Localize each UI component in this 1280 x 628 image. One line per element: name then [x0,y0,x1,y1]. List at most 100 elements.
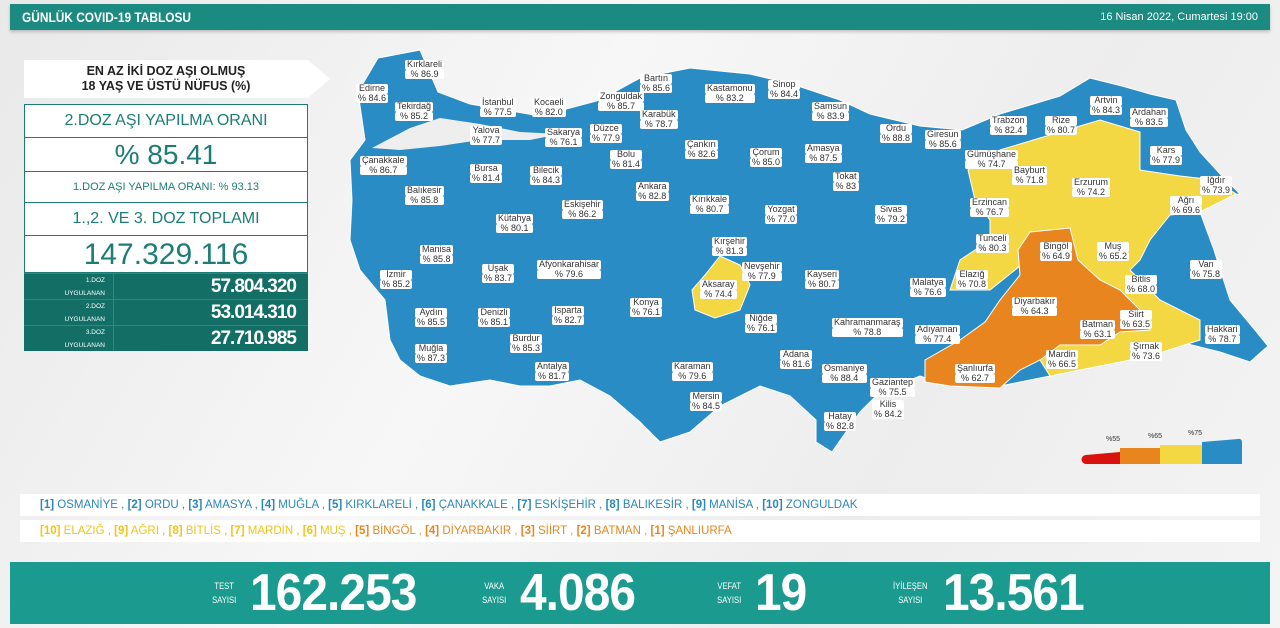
province-name: Muş [1097,241,1130,252]
province-label[interactable]: Bayburt% 71.8 [1012,165,1048,185]
province-label[interactable]: Konya% 76.1 [630,297,663,317]
province-label[interactable]: Samsun% 83.9 [812,101,850,121]
province-label[interactable]: Ankara% 82.8 [636,181,669,201]
province-value: % 85.8 [420,254,454,264]
province-label[interactable]: Niğde% 76.1 [745,313,778,333]
province-label[interactable]: Düzce% 77.9 [590,123,623,143]
province-label[interactable]: Erzurum% 74.2 [1072,177,1111,197]
province-label[interactable]: Şırnak% 73.6 [1130,341,1163,361]
province-label[interactable]: Uşak% 83.7 [482,263,515,283]
province-label[interactable]: Diyarbakır% 64.3 [1012,296,1058,316]
province-value: % 81.3 [712,246,748,256]
province-label[interactable]: Ordu% 88.8 [880,123,913,143]
province-label[interactable]: Bilecik% 84.3 [530,165,563,185]
province-label[interactable]: Sakarya% 76.1 [545,127,583,147]
province-label[interactable]: Antalya% 81.7 [535,361,570,381]
province-label[interactable]: Elazığ% 70.8 [956,269,989,289]
province-label[interactable]: Karaman% 79.6 [672,361,713,381]
province-label[interactable]: Gaziantep% 75.5 [870,377,916,397]
province-label[interactable]: Yalova% 77.7 [470,125,503,145]
province-label[interactable]: Karabük% 78.7 [640,109,678,129]
province-label[interactable]: Isparta% 82.7 [552,305,585,325]
province-label[interactable]: Artvin% 84.3 [1090,95,1123,115]
province-label[interactable]: Bursa% 81.4 [470,163,503,183]
province-label[interactable]: Çorum% 85.0 [750,147,783,167]
province-label[interactable]: Manisa% 85.8 [420,244,454,264]
province-label[interactable]: Zonguldak% 85.7 [598,91,645,111]
turkey-map [349,49,1269,453]
province-label[interactable]: Çanakkale% 86.7 [360,155,407,175]
province-label[interactable]: Van% 75.8 [1190,259,1223,279]
province-label[interactable]: Kırıkkale% 80.7 [690,194,730,214]
province-label[interactable]: Mersin% 84.5 [690,391,723,411]
province-label[interactable]: Kırklareli% 86.9 [405,59,445,79]
province-label[interactable]: İstanbul% 77.5 [480,97,516,117]
province-label[interactable]: Giresun% 85.6 [925,129,961,149]
province-label[interactable]: Kastamonu% 83.2 [705,83,755,103]
province-label[interactable]: Kayseri% 80.7 [805,269,840,289]
province-label[interactable]: Malatya% 76.6 [910,277,946,297]
province-label[interactable]: Erzincan% 76.7 [970,197,1010,217]
province-label[interactable]: Hakkari% 78.7 [1205,324,1240,344]
province-value: % 78.7 [1205,334,1240,344]
province-label[interactable]: Kocaeli% 82.0 [532,97,566,117]
province-label[interactable]: Çankırı% 82.6 [685,139,719,159]
province-label[interactable]: Kahramanmaraş% 78.8 [832,317,903,337]
province-label[interactable]: Bingöl% 64.9 [1040,241,1073,261]
province-label[interactable]: Adıyaman% 77.4 [915,324,960,344]
province-label[interactable]: Aksaray% 74.4 [700,279,737,299]
province-label[interactable]: Tokat% 83 [833,171,859,191]
province-name: Aydın [415,307,448,318]
province-value: % 86.2 [562,209,603,219]
province-label[interactable]: Bartın% 85.6 [640,73,673,93]
province-label[interactable]: Aydın% 85.5 [415,307,448,327]
stat-label: İYİLEŞEN SAYISI [893,581,928,605]
bottom-list-item: [10] ELAZIĞ [40,525,105,537]
province-label[interactable]: Burdur% 85.3 [510,333,543,353]
province-name: Karabük [640,109,678,120]
province-label[interactable]: Edirne% 84.6 [356,83,389,103]
province-label[interactable]: Hatay% 82.8 [824,411,857,431]
province-label[interactable]: Kilis% 84.2 [872,399,905,419]
province-label[interactable]: Denizli% 85.1 [478,307,511,327]
province-name: Hakkari [1205,324,1240,335]
province-label[interactable]: Kütahya% 80.1 [496,213,534,233]
province-value: % 87.5 [805,153,842,163]
province-label[interactable]: Gümüşhane% 74.7 [965,149,1019,169]
province-name: Sakarya [545,127,583,138]
province-label[interactable]: Mardin% 66.5 [1046,349,1079,369]
province-label[interactable]: Adana% 81.6 [780,349,813,369]
province-label[interactable]: Eskişehir% 86.2 [562,199,603,219]
province-value: % 83.5 [1130,117,1169,127]
province-label[interactable]: Kars% 77.9 [1150,145,1183,165]
province-label[interactable]: Kırşehir% 81.3 [712,236,748,256]
province-label[interactable]: Balıkesir% 85.8 [405,185,444,205]
province-label[interactable]: Ardahan% 83.5 [1130,107,1169,127]
province-label[interactable]: Amasya% 87.5 [805,143,842,163]
province-label[interactable]: Afyonkarahisar% 79.6 [537,259,602,279]
province-label[interactable]: Trabzon% 82.4 [990,115,1027,135]
province-name: Kırklareli [405,59,445,70]
province-label[interactable]: Osmaniye% 88.4 [822,363,867,383]
province-label[interactable]: Nevşehir% 77.9 [742,261,782,281]
province-label[interactable]: Tekirdağ% 85.2 [395,101,434,121]
province-label[interactable]: Muğla% 87.3 [415,343,448,363]
province-label[interactable]: Bitlis% 68.0 [1125,274,1158,294]
province-label[interactable]: Yozgat% 77.0 [765,204,798,224]
legend-red [1081,452,1120,464]
province-name: Hatay [824,411,857,422]
province-label[interactable]: Bolu% 81.4 [610,149,643,169]
province-label[interactable]: Sivas% 79.2 [875,204,908,224]
province-label[interactable]: Rize% 80.7 [1045,115,1078,135]
province-value: % 69.6 [1170,204,1203,215]
province-label[interactable]: Tunceli% 80.3 [976,233,1009,253]
province-value: % 74.4 [700,289,737,299]
province-label[interactable]: Ağrı% 69.6 [1170,195,1203,215]
province-label[interactable]: Iğdır% 73.9 [1200,175,1233,195]
province-label[interactable]: Siirt% 63.5 [1120,309,1153,329]
province-label[interactable]: Batman% 63.1 [1080,319,1116,339]
province-label[interactable]: Sinop% 84.4 [768,79,801,99]
province-label[interactable]: İzmir% 85.2 [380,269,413,289]
province-label[interactable]: Şanlıurfa% 62.7 [955,363,996,383]
province-label[interactable]: Muş% 65.2 [1097,241,1130,261]
